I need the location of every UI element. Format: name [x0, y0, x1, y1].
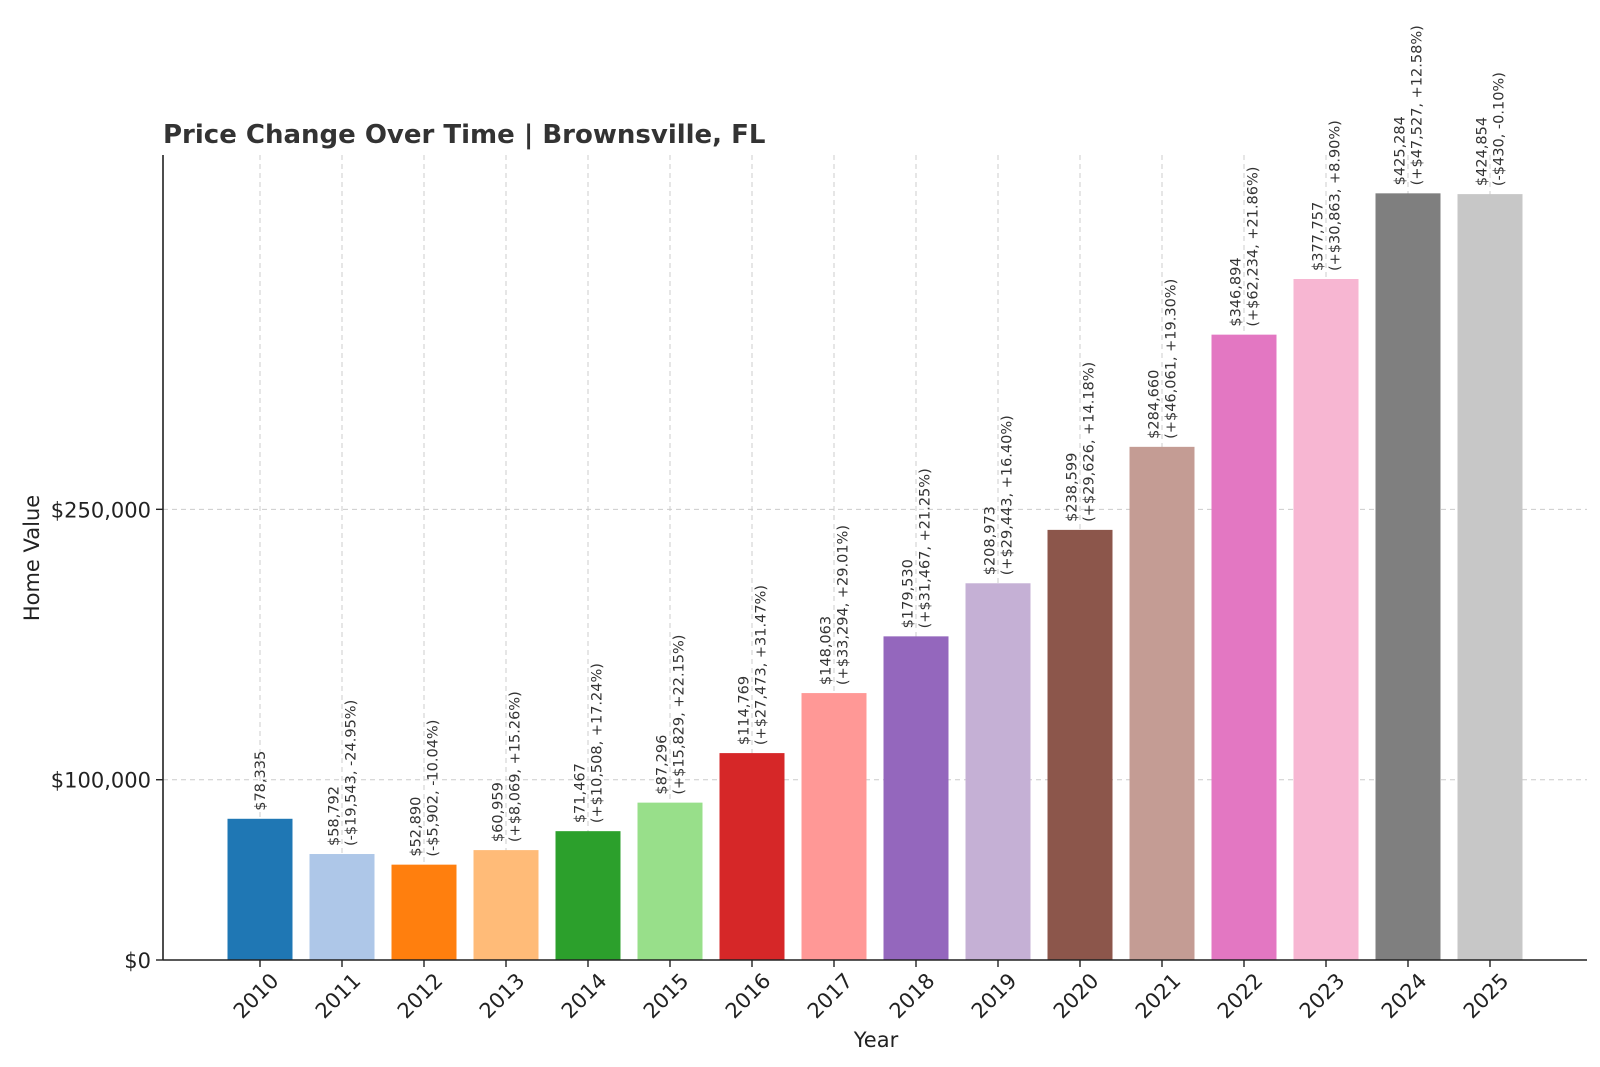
bar-2022 [1211, 334, 1277, 960]
x-tick-label-2019: 2019 [967, 969, 1022, 1024]
x-tick-label-2013: 2013 [475, 969, 530, 1024]
bar-value-label-2014: $71,467(+$10,508, +17.24%) [573, 663, 606, 823]
bar-2011 [309, 854, 375, 960]
bar-value-label-2015: $87,296(+$15,829, +22.15%) [655, 635, 688, 795]
bar-2023 [1293, 279, 1359, 960]
bar-value-label-2024: $425,284(+$47,527, +12.58%) [1393, 25, 1426, 185]
x-tick-label-2021: 2021 [1131, 969, 1186, 1024]
bar-labels-layer: $78,335 $58,792(-$19,543, -24.95%) $52,890… [253, 25, 1508, 856]
bar-value-label-2013: $60,959(+$8,069, +15.26%) [491, 691, 524, 842]
y-ticks-layer: $0 $100,000 $250,000 [51, 498, 163, 973]
y-tick-label: $100,000 [51, 769, 151, 793]
bar-2021 [1129, 446, 1195, 960]
bar-value-label-2019: $208,973(+$29,443, +16.40%) [983, 415, 1016, 575]
bar-value-label-2012: $52,890(-$5,902, -10.04%) [409, 720, 442, 857]
x-tick-label-2016: 2016 [721, 969, 776, 1024]
chart-title: Price Change Over Time | Brownsville, FL [163, 120, 765, 150]
bar-2020 [1047, 529, 1113, 960]
y-tick-label: $250,000 [51, 498, 151, 522]
x-tick-label-2017: 2017 [803, 969, 858, 1024]
bar-value-label-2025: $424,854(-$430, -0.10%) [1475, 72, 1508, 186]
bar-value-label-2010: $78,335 [253, 751, 269, 811]
x-tick-label-2024: 2024 [1377, 969, 1432, 1024]
bar-2025 [1457, 194, 1523, 960]
bar-value-label-2016: $114,769(+$27,473, +31.47%) [737, 585, 770, 745]
bar-value-label-2023: $377,757(+$30,863, +8.90%) [1311, 120, 1344, 271]
bar-2017 [801, 693, 867, 960]
bar-2012 [391, 864, 457, 960]
y-axis-label: Home Value [20, 495, 44, 621]
x-tick-label-2012: 2012 [393, 969, 448, 1024]
x-tick-label-2015: 2015 [639, 969, 694, 1024]
bar-2018 [883, 636, 949, 960]
bar-2024 [1375, 193, 1441, 960]
bar-2010 [227, 818, 293, 960]
bar-2013 [473, 850, 539, 960]
x-axis-label: Year [853, 1028, 899, 1052]
bar-value-label-2017: $148,063(+$33,294, +29.01%) [819, 525, 852, 685]
bar-2019 [965, 583, 1031, 960]
bar-value-label-2011: $58,792(-$19,543, -24.95%) [327, 700, 360, 846]
x-tick-label-2018: 2018 [885, 969, 940, 1024]
x-tick-label-2011: 2011 [311, 969, 366, 1024]
y-tick-label: $0 [124, 949, 151, 973]
x-tick-label-2022: 2022 [1213, 969, 1268, 1024]
bar-value-label-2018: $179,530(+$31,467, +21.25%) [901, 468, 934, 628]
x-tick-label-2023: 2023 [1295, 969, 1350, 1024]
bar-value-label-2021: $284,660(+$46,061, +19.30%) [1147, 279, 1180, 439]
bar-2015 [637, 802, 703, 960]
x-tick-label-2025: 2025 [1459, 969, 1514, 1024]
bar-2016 [719, 753, 785, 960]
grid-layer [163, 155, 1587, 960]
x-tick-label-2010: 2010 [229, 969, 284, 1024]
bar-value-label-2022: $346,894(+$62,234, +21.86%) [1229, 167, 1262, 327]
x-tick-label-2014: 2014 [557, 969, 612, 1024]
bar-value-label-2020: $238,599(+$29,626, +14.18%) [1065, 362, 1098, 522]
bar-2014 [555, 831, 621, 960]
x-tick-label-2020: 2020 [1049, 969, 1104, 1024]
x-ticks-layer: 2010 2011 2012 2013 2014 2015 2016 2017 2018 2019… [229, 960, 1514, 1023]
bars-layer [227, 193, 1523, 960]
